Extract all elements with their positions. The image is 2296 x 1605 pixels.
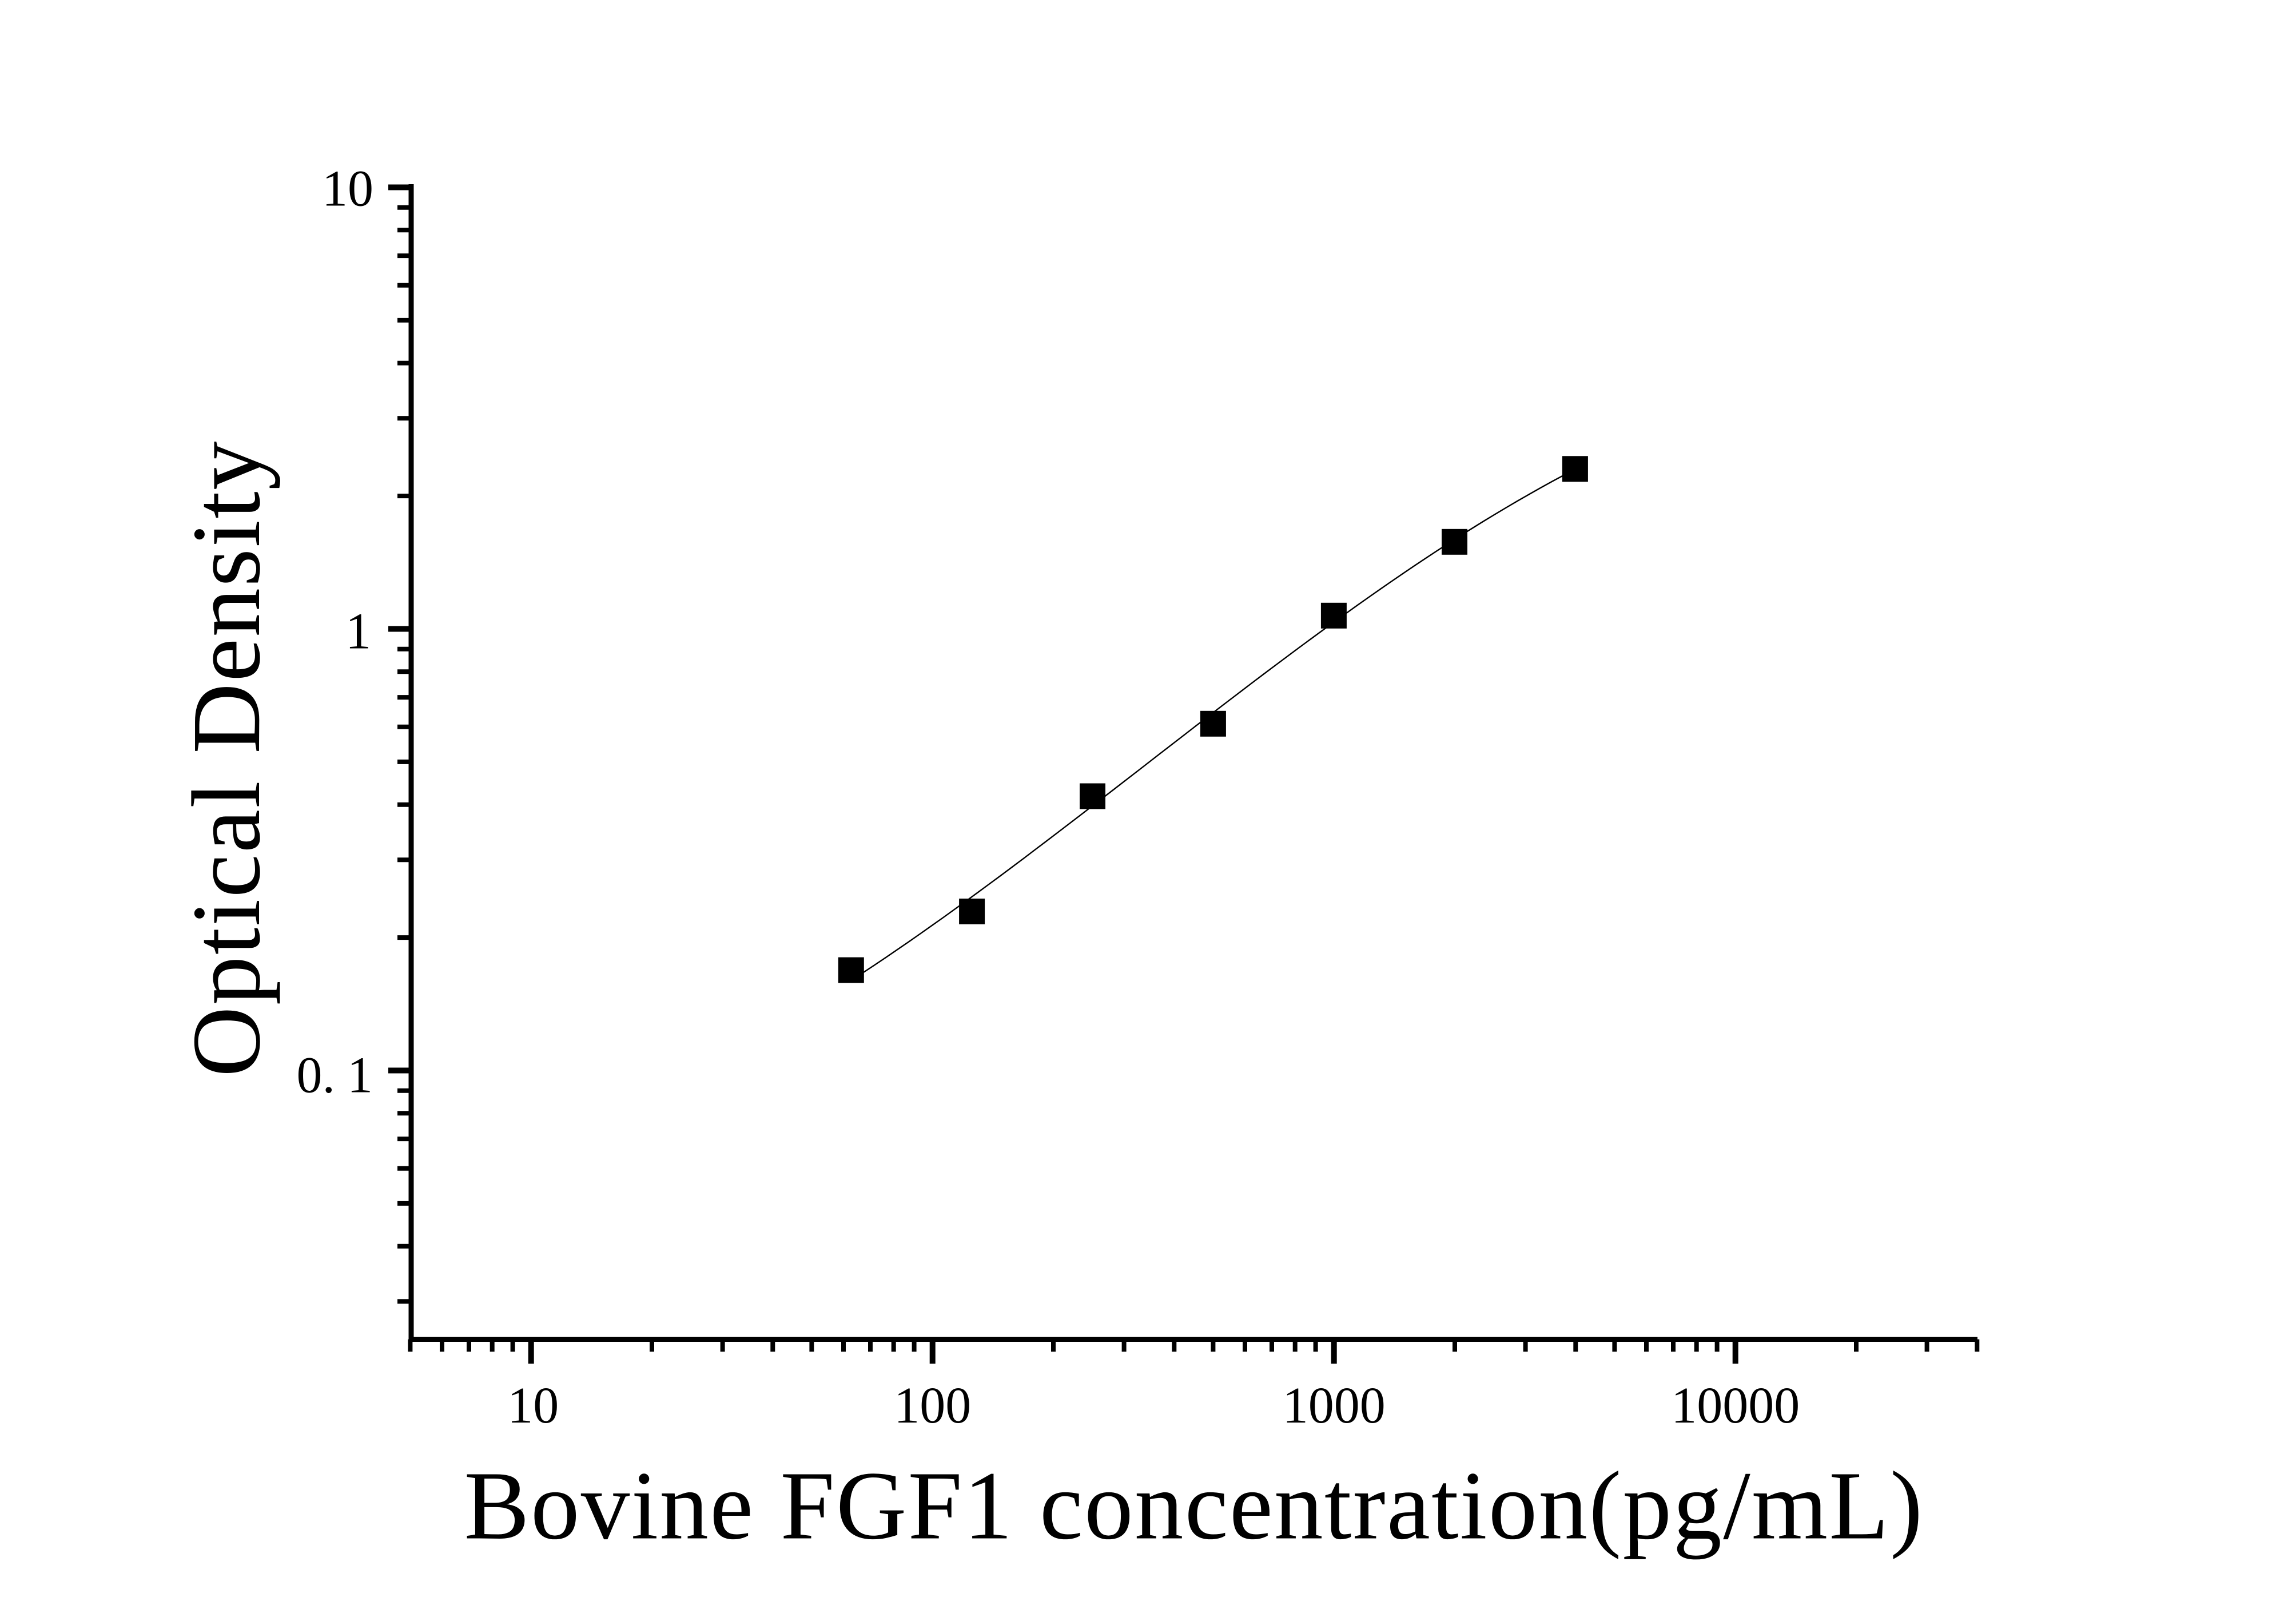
svg-text:Bovine FGF1 concentration(pg/m: Bovine FGF1 concentration(pg/mL) bbox=[464, 1452, 1924, 1560]
svg-text:10000: 10000 bbox=[1671, 1377, 1800, 1434]
svg-text:1000: 1000 bbox=[1283, 1377, 1386, 1434]
svg-text:10: 10 bbox=[507, 1377, 559, 1434]
svg-text:100: 100 bbox=[894, 1377, 971, 1434]
svg-text:0.: 0. bbox=[297, 1047, 336, 1104]
svg-text:1: 1 bbox=[347, 1047, 373, 1104]
svg-text:1: 1 bbox=[345, 603, 371, 660]
svg-text:Optical Density: Optical Density bbox=[172, 440, 281, 1077]
svg-text:10: 10 bbox=[322, 160, 373, 217]
